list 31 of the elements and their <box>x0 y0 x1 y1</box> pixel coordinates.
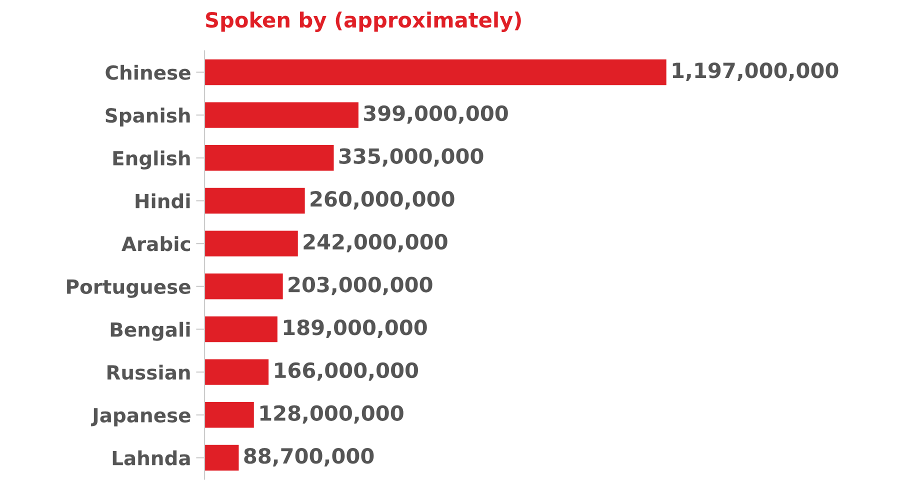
data-label: 128,000,000 <box>260 405 404 424</box>
bar <box>204 230 298 256</box>
bar <box>204 359 269 385</box>
data-label: 1,197,000,000 <box>672 62 838 81</box>
y-tick-label: Portuguese <box>67 280 190 298</box>
data-label: 260,000,000 <box>310 191 454 210</box>
y-tick-label: Bengali <box>110 322 190 341</box>
bar <box>204 102 358 128</box>
y-tick-label: Lahnda <box>112 450 190 466</box>
y-tick-label: Chinese <box>106 64 190 80</box>
bar <box>204 145 334 171</box>
bar <box>204 59 666 86</box>
data-label: 399,000,000 <box>364 105 508 124</box>
chart-title: Spoken by (approximately) <box>206 12 521 32</box>
bar <box>204 274 283 300</box>
data-label: 335,000,000 <box>339 148 484 167</box>
bar <box>204 188 305 214</box>
data-label: 189,000,000 <box>284 320 427 338</box>
y-tick-label: Russian <box>108 364 190 380</box>
bar <box>204 444 239 471</box>
y-tick-label: Japanese <box>91 408 190 426</box>
y-tick-label: Arabic <box>122 236 190 252</box>
data-label: 242,000,000 <box>304 234 448 252</box>
y-tick-label: Spanish <box>106 108 190 126</box>
data-label: 203,000,000 <box>288 276 432 296</box>
y-tick-label: English <box>113 150 190 170</box>
data-label: 88,700,000 <box>244 448 374 466</box>
y-tick-label: Hindi <box>136 193 190 208</box>
bar <box>204 316 278 342</box>
bar <box>204 402 254 428</box>
data-label: 166,000,000 <box>275 362 418 381</box>
